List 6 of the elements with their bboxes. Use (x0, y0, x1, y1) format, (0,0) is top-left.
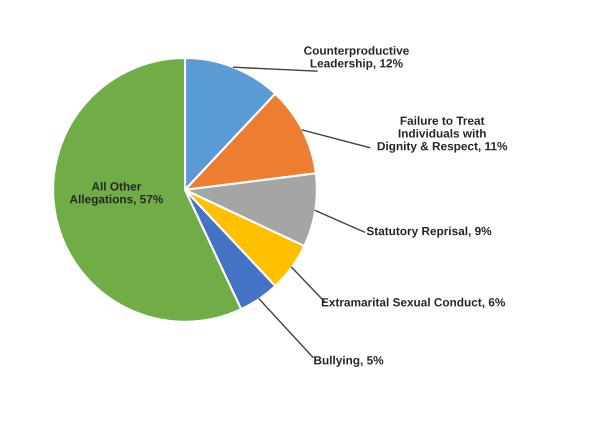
slice-label: All Other Allegations, 57% (70, 182, 164, 206)
slice-label: Extramarital Sexual Conduct, 6% (322, 298, 506, 308)
slice-label: Bullying, 5% (314, 356, 384, 367)
slice-label: Failure to Treat Individuals with Dignity & Respect, 11% (378, 116, 508, 153)
slice-label: Statutory Reprisal, 9% (366, 226, 492, 238)
slice-label: Counterproductive Leadership, 12% (304, 46, 409, 70)
